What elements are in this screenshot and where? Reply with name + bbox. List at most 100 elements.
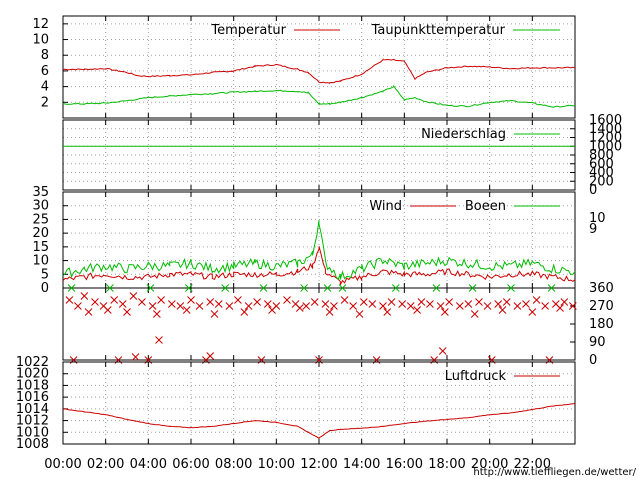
point-wind_direction-0-58 (182, 306, 191, 314)
ytick-label-pressure-2: 1012 (16, 414, 49, 429)
point-wind_direction-1-10 (432, 284, 441, 292)
point-wind_direction-0-30 (349, 302, 357, 310)
point-wind_direction-0-65 (383, 308, 392, 316)
ytick-label-pressure-7: 1022 (16, 355, 49, 370)
point-wind_direction-0-10 (157, 296, 165, 304)
point-wind_direction-0-12 (176, 302, 185, 310)
point-wind_direction-0-48 (522, 300, 530, 308)
point-wind_direction-0-5 (110, 296, 119, 304)
xtick-label-1: 02:00 (87, 457, 124, 472)
point-wind_direction-0-33 (379, 302, 387, 310)
point-wind_direction-0-37 (417, 298, 426, 306)
ytick-label-precipitation-1: 200 (589, 174, 614, 189)
ytick-label-temperature-0: 2 (41, 95, 49, 110)
point-wind_direction-0-7 (129, 292, 138, 300)
point-wind_direction-0-43 (475, 298, 483, 306)
ytick-label-precipitation-3: 600 (589, 157, 614, 172)
ytick-label-temperature-2: 6 (41, 64, 49, 79)
point-wind_direction-0-26 (310, 298, 319, 306)
point-wind_direction-0-20 (253, 298, 261, 306)
ytick-label-pressure-4: 1016 (16, 390, 49, 405)
point-wind_direction-0-23 (283, 296, 291, 304)
ytick-label-precipitation-0: 0 (589, 183, 597, 198)
point-wind_direction-0-62 (295, 304, 304, 312)
ytick-label-wind_direction-2: 180 (589, 317, 614, 332)
point-wind_direction-0-6 (118, 300, 127, 308)
ytick-label-wind-7: 35 (32, 185, 49, 200)
point-wind_direction-1-11 (468, 284, 477, 292)
legend-label-temperature-1: Taupunkttemperatur (371, 23, 506, 38)
legend-label-pressure: Luftdruck (445, 369, 507, 384)
credit-text: http://www.tieffliegen.de/wetter/ (473, 467, 636, 478)
point-wind_direction-0-52 (560, 298, 569, 306)
ytick-label-wind_direction-1: 90 (589, 335, 606, 350)
point-wind_direction-0-35 (398, 300, 407, 308)
xtick-label-0: 00:00 (44, 457, 81, 472)
ytick-label-temperature-1: 4 (41, 80, 49, 95)
legend-label-precipitation: Niederschlag (421, 127, 506, 142)
ytick-label-precipitation-4: 800 (589, 148, 614, 163)
point-wind_direction-0-41 (455, 302, 464, 310)
point-wind_direction-0-28 (330, 302, 338, 310)
point-wind_direction-0-19 (244, 302, 253, 310)
point-wind_direction-0-13 (187, 296, 195, 304)
xtick-label-10: 20:00 (471, 457, 508, 472)
point-wind_direction-0-18 (234, 296, 242, 304)
ytick-label-wind-1: 5 (41, 267, 49, 282)
point-wind_direction-0-39 (436, 302, 445, 310)
point-wind_direction-0-85 (438, 347, 447, 355)
point-wind_direction-0-15 (206, 298, 215, 306)
ytick-label-wind-0: 0 (41, 281, 49, 296)
ytick-label-pressure-6: 1020 (16, 367, 49, 382)
point-wind_direction-0-82 (131, 353, 140, 361)
point-wind_direction-0-55 (103, 306, 112, 314)
point-wind_direction-0-36 (406, 302, 415, 310)
ytick-label-temperature-4: 10 (32, 33, 49, 48)
point-wind_direction-0-59 (210, 310, 219, 318)
point-wind_direction-0-25 (302, 302, 311, 310)
xtick-label-8: 16:00 (386, 457, 423, 472)
point-wind_direction-1-5 (259, 284, 268, 292)
point-wind_direction-0-31 (359, 298, 368, 306)
point-wind_direction-0-69 (498, 306, 507, 314)
ytick-label-wind-5: 25 (32, 212, 49, 227)
point-wind_direction-0-16 (214, 300, 223, 308)
series-line-pressure-0 (62, 403, 576, 440)
point-wind_direction-0-34 (387, 298, 396, 306)
point-wind_direction-0-50 (541, 302, 549, 310)
point-wind_direction-0-68 (470, 310, 479, 318)
point-wind_direction-0-27 (321, 300, 330, 308)
legend-label-wind-1: Boeen (465, 199, 506, 214)
point-wind_direction-0-1 (74, 302, 82, 310)
point-wind_direction-0-21 (263, 300, 272, 308)
point-wind_direction-0-32 (368, 300, 377, 308)
ytick-label-wind-4: 20 (32, 226, 49, 241)
point-wind_direction-1-8 (338, 284, 347, 292)
xtick-label-6: 12:00 (300, 457, 337, 472)
legend-label-temperature-0: Temperatur (210, 23, 286, 38)
xtick-label-5: 10:00 (258, 457, 295, 472)
ytick-label-pressure-5: 1018 (16, 378, 49, 393)
xtick-label-2: 04:00 (130, 457, 167, 472)
point-wind_direction-0-42 (464, 300, 473, 308)
xtick-label-7: 14:00 (343, 457, 380, 472)
xtick-label-3: 06:00 (172, 457, 209, 472)
ytick-label-wind-2: 10 (32, 254, 49, 269)
point-wind_direction-0-60 (240, 308, 249, 316)
series-line-wind-0 (62, 246, 576, 286)
panel-wind_direction: 0 90 180 270 360 (62, 281, 614, 368)
point-wind_direction-0-64 (355, 310, 364, 318)
ytick-label-wind_direction-0: 0 (589, 353, 597, 368)
point-wind_direction-1-0 (67, 284, 76, 292)
point-wind_direction-0-84 (206, 352, 215, 360)
point-wind_direction-0-83 (155, 336, 163, 344)
point-wind_direction-0-56 (123, 308, 131, 316)
point-wind_direction-0-14 (195, 302, 204, 310)
xtick-label-11: 22:00 (514, 457, 551, 472)
point-wind_direction-0-63 (325, 308, 334, 316)
ytick-label-temperature-3: 8 (41, 48, 49, 63)
